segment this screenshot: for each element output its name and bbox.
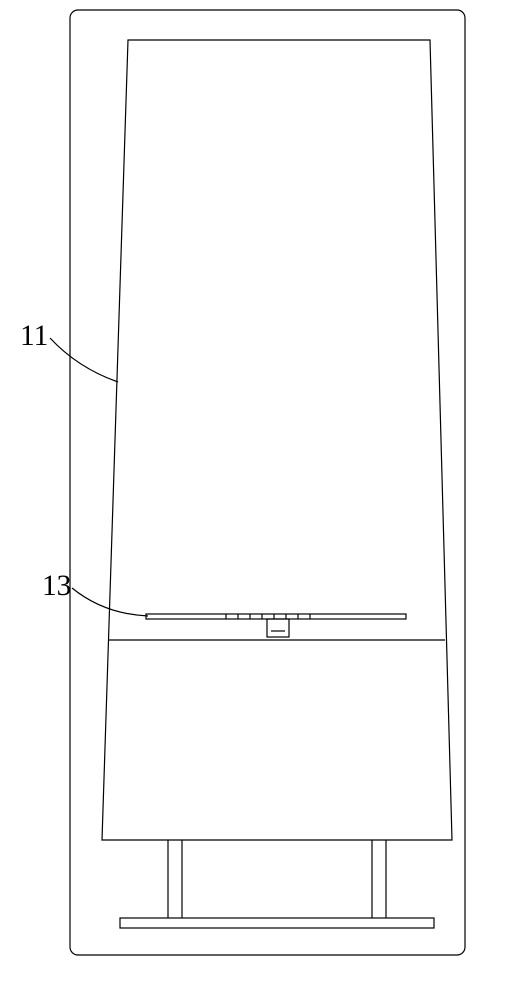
- plate-callout-label: 13: [42, 570, 71, 603]
- technical-diagram: 11 13: [0, 0, 512, 1000]
- body-callout-label: 11: [20, 320, 48, 353]
- diagram-svg: [0, 0, 512, 1000]
